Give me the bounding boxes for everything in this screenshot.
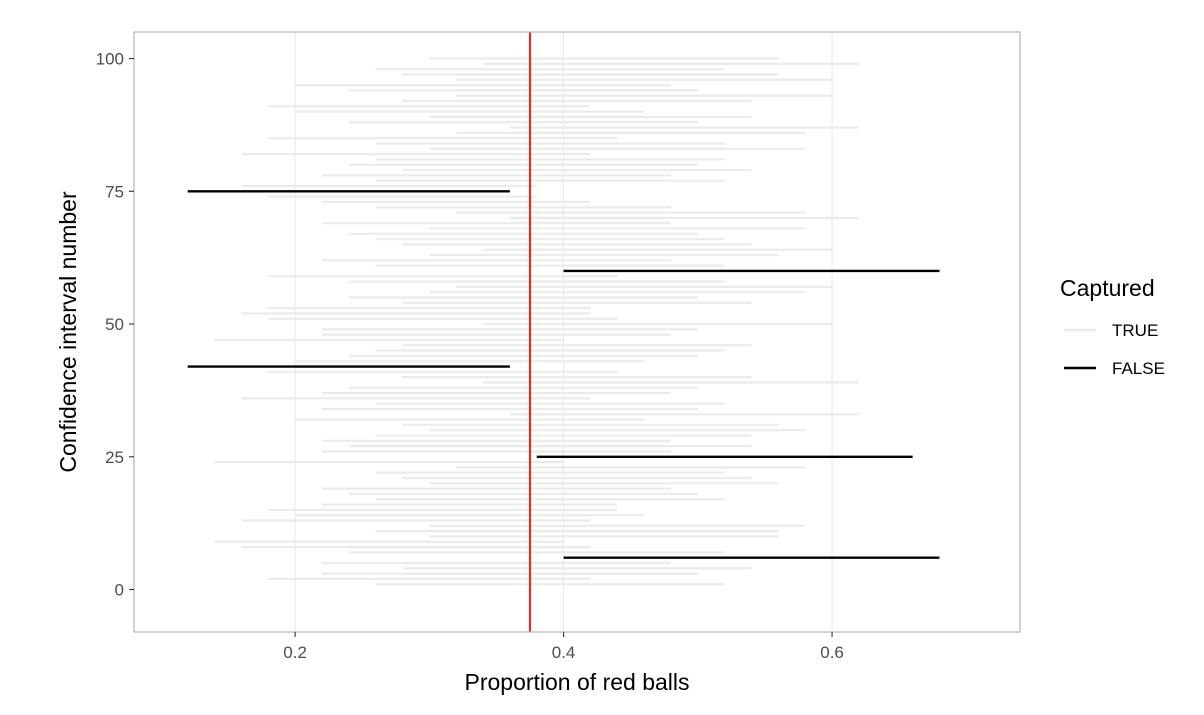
axis-ticks: 0.2 0.4 0.6 0 25 50 75 100 [96,50,844,662]
x-tick-label: 0.6 [820,643,844,662]
legend-title: Captured [1060,275,1155,301]
x-axis-title: Proportion of red balls [464,669,689,695]
y-tick-label: 0 [115,581,124,600]
legend: Captured TRUE FALSE [1060,275,1165,378]
x-tick-label: 0.4 [552,643,576,662]
y-tick-label: 25 [105,448,124,467]
y-tick-label: 50 [105,315,124,334]
y-axis-title: Confidence interval number [55,191,81,473]
panel-border [133,31,1021,633]
y-tick-label: 100 [96,50,124,69]
legend-label-false: FALSE [1112,359,1165,378]
x-tick-label: 0.2 [283,643,307,662]
y-tick-label: 75 [105,182,124,201]
legend-label-true: TRUE [1112,321,1158,340]
interval-lines [187,57,940,586]
